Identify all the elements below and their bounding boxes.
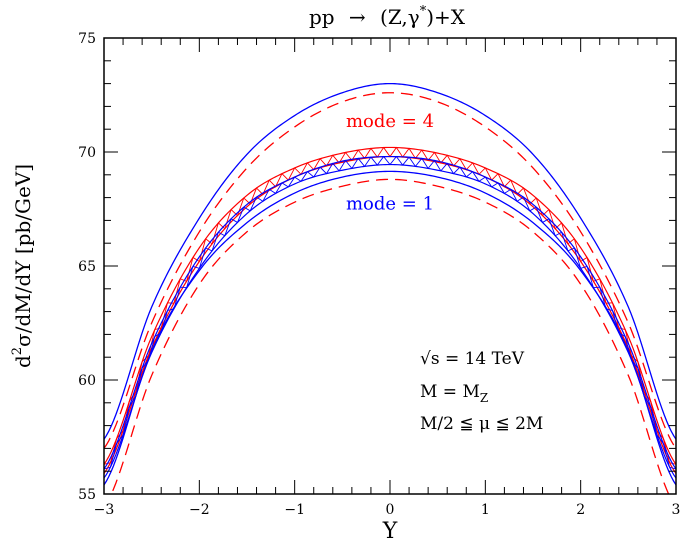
y-tick-label: 75	[78, 31, 96, 47]
plot-frame	[103, 37, 677, 495]
series-line-1	[104, 170, 676, 486]
x-tick-label: 0	[386, 502, 395, 518]
plot-area	[104, 82, 676, 494]
y-tick-label: 60	[78, 373, 96, 389]
x-axis: −3 −2 −1 0 1 2 3	[94, 38, 681, 518]
sqrt-rest: s = 14 TeV	[431, 349, 525, 369]
x-tick-label: 1	[481, 502, 490, 518]
y-label-sup: 2	[10, 347, 25, 355]
band-upper-line	[104, 155, 676, 470]
title-arrow: →	[349, 5, 366, 29]
y-tick-label: 65	[78, 259, 96, 275]
annotation-mass: M = MZ	[420, 382, 488, 405]
annotation-scale: M/2 ≦ μ ≦ 2M	[420, 414, 543, 434]
mass-sub: Z	[480, 391, 488, 405]
mass-lhs: M = M	[420, 382, 480, 402]
series-band-5	[104, 155, 676, 479]
svg-text:d2σ/dM/dY [pb/GeV]: d2σ/dM/dY [pb/GeV]	[10, 164, 35, 368]
series-line-2	[104, 92, 676, 449]
series-line-0	[104, 82, 676, 440]
y-axis: 55 60 65 70 75	[78, 31, 676, 503]
x-tick-label: 3	[672, 502, 681, 518]
annotation-sqrt-s: √s = 14 TeV	[420, 349, 525, 369]
y-label-rest: σ/dM/dY [pb/GeV]	[11, 164, 35, 347]
x-tick-label: −3	[94, 502, 115, 518]
annotations: √s = 14 TeV M = MZ M/2 ≦ μ ≦ 2M	[420, 349, 543, 434]
title-open: (Z,γ	[380, 5, 420, 29]
y-axis-label: d2σ/dM/dY [pb/GeV]	[10, 164, 35, 368]
series-label: mode = 4	[346, 111, 434, 132]
x-axis-label: Y	[382, 519, 398, 544]
title: pp → (Z,γ*)+X	[309, 4, 466, 29]
title-lhs: pp	[309, 5, 335, 29]
y-tick-label: 55	[78, 487, 96, 503]
x-tick-label: 2	[576, 502, 585, 518]
band-upper-line	[104, 146, 676, 465]
x-tick-label: −2	[189, 502, 210, 518]
y-label-d: d	[11, 355, 35, 368]
title-sup: *	[420, 4, 427, 19]
x-tick-label: −1	[284, 502, 305, 518]
series-labels: mode = 4 mode = 1	[346, 111, 434, 214]
series-line-3	[110, 178, 670, 494]
svg-text:pp → (Z,γ*)+X: pp → (Z,γ*)+X	[309, 4, 466, 29]
band-hatch	[104, 155, 676, 470]
sqrt-root: √	[420, 349, 431, 369]
y-tick-label: 70	[78, 145, 96, 161]
series-label: mode = 1	[346, 193, 434, 214]
title-close: )+X	[426, 5, 466, 29]
